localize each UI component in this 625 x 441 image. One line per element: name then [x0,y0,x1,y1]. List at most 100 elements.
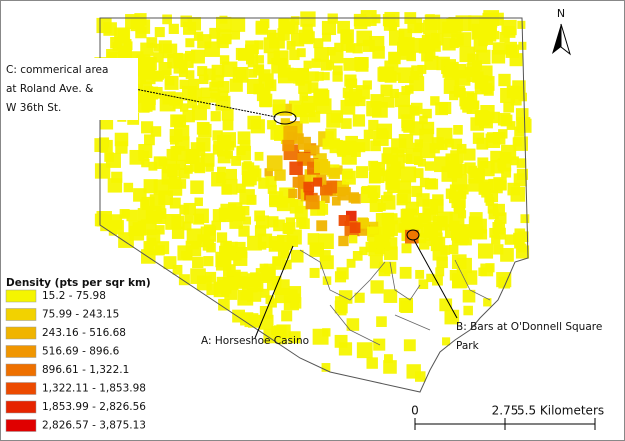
north-arrow-right [560,23,571,56]
density-cell [426,273,435,283]
density-cell [281,310,293,322]
density-cell [118,232,134,248]
density-cell [497,159,507,169]
density-cell [200,87,212,99]
density-cell [369,35,385,51]
density-cell [217,166,226,176]
density-cell [255,64,264,73]
density-cell [485,263,495,273]
density-cell [155,208,167,219]
density-cell [212,209,226,223]
density-cell [350,193,361,204]
density-cell [211,220,222,231]
density-cell [168,23,179,34]
density-cell [178,274,190,286]
density-cell [447,163,460,177]
density-cell [314,47,329,62]
density-cell [334,42,344,52]
density-cell [114,27,131,44]
density-cell [457,210,467,219]
density-cell [282,139,295,152]
density-cell [419,115,428,125]
density-cell [442,337,451,346]
density-cell [148,161,158,171]
density-cell [299,114,309,124]
density-cell [308,111,321,123]
density-cell [472,30,482,39]
density-cell [453,202,465,214]
density-cell [318,233,334,249]
density-cell [422,108,432,119]
density-cell [366,357,378,369]
density-cell [186,228,203,244]
density-cell [421,121,435,135]
density-cell [107,178,123,193]
density-cell [231,30,241,40]
density-cell [338,342,353,356]
density-cell [140,42,154,56]
density-cell [243,161,252,170]
density-cell [384,354,393,364]
density-cell [401,243,412,254]
density-cell [409,105,420,116]
density-cell [305,195,320,210]
density-cell [383,289,398,303]
density-cell [216,232,228,243]
density-cell [135,26,147,39]
density-cell [180,15,193,28]
density-cell [141,158,150,168]
density-cell [363,129,374,140]
density-cell [491,235,501,245]
density-cell [246,194,257,205]
density-cell [320,59,332,71]
density-cell [111,171,123,183]
density-cell [429,40,441,52]
density-cell [399,266,412,279]
density-cell [236,146,246,156]
density-cell [430,32,444,46]
density-cell [382,220,398,236]
density-cell [153,52,164,63]
density-cell [501,144,517,160]
density-cell [220,132,237,148]
density-cell [495,212,507,224]
density-cell [236,183,246,193]
density-cell [496,180,507,191]
density-cell [483,298,492,307]
density-cell [284,242,293,251]
density-cell [358,224,370,236]
density-cell [368,119,379,131]
density-cell [481,83,493,94]
density-cell [128,220,145,237]
density-cell [259,88,270,99]
harbor-shoreline [299,249,491,346]
density-cell [324,180,338,194]
density-cell [337,186,351,201]
density-cell [239,140,251,151]
density-cell [277,64,291,78]
density-cell [498,129,508,139]
density-cell [352,250,363,261]
density-cell [321,20,337,36]
density-cell [266,29,277,40]
density-cell [459,46,476,63]
density-cell [497,112,511,126]
density-cell [266,155,283,172]
density-cell [381,153,393,165]
density-cell [520,214,530,224]
legend-label: 1,853.99 - 2,826.56 [42,401,146,413]
density-cell [299,218,310,230]
density-cell [498,276,511,289]
density-cell [218,298,230,311]
density-cell [154,27,165,38]
density-cell [346,258,356,268]
density-cell [169,197,181,209]
density-cell [205,271,217,283]
legend-swatch [5,363,37,377]
density-cell [338,307,347,316]
density-cell [455,226,469,240]
density-cell [200,153,215,167]
density-cell [384,261,397,274]
density-cell [335,296,347,308]
